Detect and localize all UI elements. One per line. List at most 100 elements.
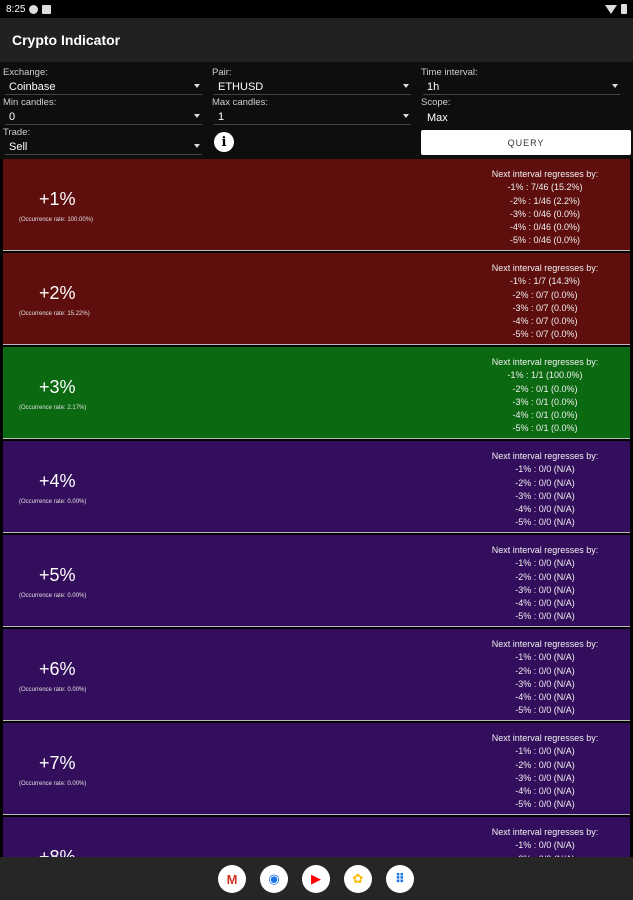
- regression-line: -3% : 0/1 (0.0%): [512, 396, 578, 407]
- pair-value: ETHUSD: [218, 81, 264, 93]
- info-icon[interactable]: i: [214, 132, 234, 152]
- regression-line: -4% : 0/0 (N/A): [515, 504, 575, 515]
- regression-line: -4% : 0/0 (N/A): [515, 786, 575, 797]
- max-candles-select[interactable]: 1: [214, 110, 411, 125]
- time-interval-select[interactable]: 1h: [423, 80, 620, 95]
- result-row: +2% (Occurrence rate: 15.22%) Next interva…: [3, 253, 630, 345]
- time-interval-value: 1h: [427, 81, 440, 93]
- query-button[interactable]: QUERY: [421, 130, 631, 155]
- time-interval-label: Time interval:: [421, 67, 478, 78]
- regression-detail: Next interval regresses by: -1% : 1/7 (14…: [475, 262, 615, 342]
- occurrence-rate: (Occurrence rate: 0.00%): [19, 593, 87, 599]
- regression-detail: Next interval regresses by: -1% : 0/0 (N/…: [475, 826, 615, 857]
- result-percent: +8%: [39, 847, 76, 857]
- exchange-select[interactable]: Coinbase: [5, 80, 202, 95]
- regression-heading: Next interval regresses by:: [491, 733, 599, 743]
- min-candles-label: Min candles:: [3, 97, 57, 108]
- regression-detail: Next interval regresses by: -1% : 0/0 (N/…: [475, 638, 615, 718]
- regression-line: -1% : 1/1 (100.0%): [507, 370, 583, 381]
- regression-detail: Next interval regresses by: -1% : 0/0 (N/…: [475, 450, 615, 530]
- max-candles-label: Max candles:: [212, 97, 268, 108]
- regression-heading: Next interval regresses by:: [491, 639, 599, 649]
- app-dock: M ◉ ▶ ✿ ⠿: [0, 857, 633, 900]
- regression-line: -5% : 0/1 (0.0%): [512, 423, 578, 434]
- regression-line: -5% : 0/7 (0.0%): [512, 329, 578, 340]
- result-row: +3% (Occurrence rate: 2.17%) Next interval…: [3, 347, 630, 439]
- occurrence-rate: (Occurrence rate: 100.00%): [19, 217, 94, 223]
- regression-line: -2% : 1/46 (2.2%): [509, 195, 581, 206]
- regression-line: -3% : 0/0 (N/A): [515, 772, 575, 783]
- result-percent: +5%: [39, 565, 76, 585]
- regression-detail: Next interval regresses by: -1% : 1/1 (10…: [475, 356, 615, 436]
- regression-line: -1% : 0/0 (N/A): [515, 746, 575, 757]
- regression-line: -3% : 0/7 (0.0%): [512, 302, 578, 313]
- pair-label: Pair:: [212, 67, 232, 78]
- chrome-icon[interactable]: ◉: [260, 865, 288, 893]
- app-title: Crypto Indicator: [12, 32, 121, 48]
- pair-select[interactable]: ETHUSD: [214, 80, 411, 95]
- storage-icon: [42, 4, 52, 14]
- wifi-icon: [605, 4, 617, 14]
- regression-line: -1% : 0/0 (N/A): [515, 840, 575, 851]
- trade-label: Trade:: [3, 127, 31, 138]
- regression-line: -2% : 0/7 (0.0%): [512, 289, 578, 300]
- min-candles-value: 0: [9, 111, 16, 123]
- regression-line: -3% : 0/46 (0.0%): [509, 208, 581, 219]
- regression-line: -2% : 0/0 (N/A): [475, 853, 615, 857]
- chevron-down-icon: [403, 114, 409, 118]
- chevron-down-icon: [403, 84, 409, 88]
- result-percent: +2%: [39, 283, 76, 303]
- trade-value: Sell: [9, 141, 28, 153]
- scope-value: Max: [427, 111, 448, 124]
- chevron-down-icon: [194, 144, 200, 148]
- regression-line: -4% : 0/0 (N/A): [515, 692, 575, 703]
- gmail-icon[interactable]: M: [218, 865, 246, 893]
- result-percent: +1%: [39, 189, 76, 209]
- regression-line: -1% : 0/0 (N/A): [515, 558, 575, 569]
- regression-line: -4% : 0/7 (0.0%): [512, 316, 578, 327]
- regression-line: -2% : 0/0 (N/A): [515, 759, 575, 770]
- regression-heading: Next interval regresses by:: [491, 827, 599, 837]
- regression-line: -5% : 0/0 (N/A): [515, 611, 575, 622]
- app-bar: Crypto Indicator: [0, 18, 633, 62]
- battery-icon: [621, 4, 627, 14]
- min-candles-select[interactable]: 0: [5, 110, 202, 125]
- regression-line: -2% : 0/0 (N/A): [515, 571, 575, 582]
- regression-line: -5% : 0/0 (N/A): [515, 799, 575, 810]
- regression-line: -3% : 0/0 (N/A): [515, 678, 575, 689]
- regression-detail: Next interval regresses by: -1% : 0/0 (N/…: [475, 544, 615, 624]
- result-percent: +7%: [39, 753, 76, 773]
- regression-heading: Next interval regresses by:: [491, 451, 599, 461]
- chevron-down-icon: [612, 84, 618, 88]
- occurrence-rate: (Occurrence rate: 15.22%): [19, 311, 90, 317]
- regression-line: -3% : 0/0 (N/A): [515, 584, 575, 595]
- result-row: +6% (Occurrence rate: 0.00%) Next interval…: [3, 629, 630, 721]
- regression-line: -3% : 0/0 (N/A): [515, 490, 575, 501]
- query-controls: Exchange: Coinbase Pair: ETHUSD Time int…: [0, 62, 633, 159]
- result-percent: +6%: [39, 659, 76, 679]
- regression-line: -2% : 0/1 (0.0%): [512, 383, 578, 394]
- youtube-icon[interactable]: ▶: [302, 865, 330, 893]
- scope-label: Scope:: [421, 97, 451, 108]
- status-right: [605, 4, 627, 14]
- regression-line: -2% : 0/0 (N/A): [515, 477, 575, 488]
- trade-select[interactable]: Sell: [5, 140, 202, 155]
- app-drawer-icon[interactable]: ⠿: [386, 865, 414, 893]
- regression-heading: Next interval regresses by:: [491, 263, 599, 273]
- occurrence-rate: (Occurrence rate: 0.00%): [19, 687, 87, 693]
- result-percent: +3%: [39, 377, 76, 397]
- regression-detail: Next interval regresses by: -1% : 7/46 (1…: [475, 168, 615, 248]
- regression-line: -4% : 0/46 (0.0%): [509, 222, 581, 233]
- notification-icon: [29, 4, 39, 14]
- status-time: 8:25: [6, 3, 26, 15]
- results-list[interactable]: +1% (Occurrence rate: 100.00%) Next interv…: [0, 159, 633, 857]
- photos-icon[interactable]: ✿: [344, 865, 372, 893]
- result-row: +8%(Occurrence rate: 0.00%)Next interval…: [3, 817, 630, 857]
- scope-select[interactable]: Max: [423, 110, 620, 125]
- regression-line: -1% : 0/0 (N/A): [515, 652, 575, 663]
- regression-line: -1% : 7/46 (15.2%): [507, 182, 583, 193]
- regression-line: -1% : 1/7 (14.3%): [509, 276, 581, 287]
- regression-line: -5% : 0/0 (N/A): [515, 705, 575, 716]
- occurrence-rate: (Occurrence rate: 0.00%): [19, 781, 87, 787]
- result-percent: +4%: [39, 471, 76, 491]
